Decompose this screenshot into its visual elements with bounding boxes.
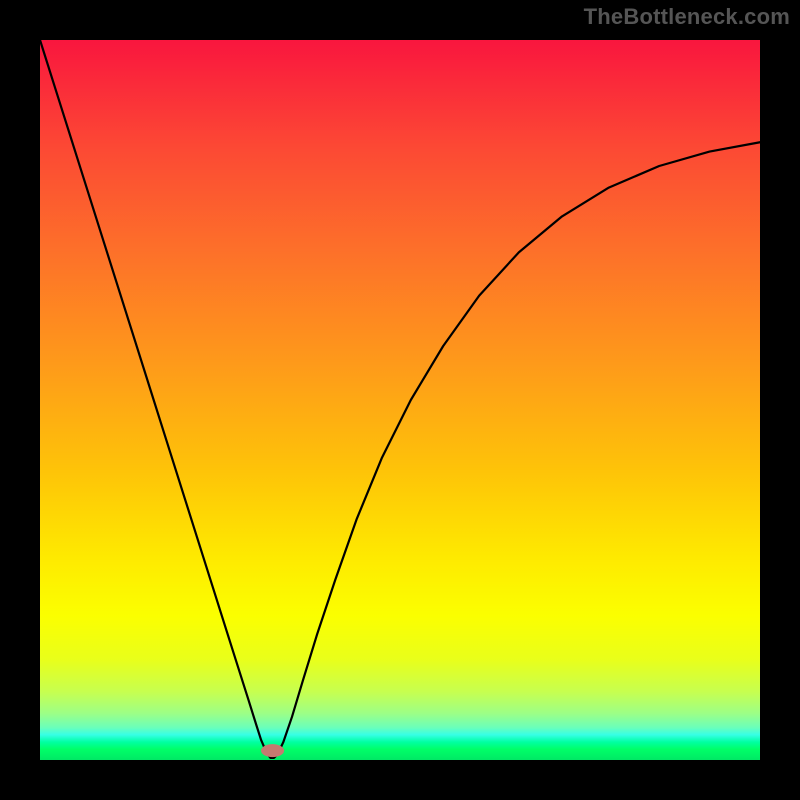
- chart-svg: [0, 0, 800, 800]
- plot-gradient-background: [40, 40, 760, 760]
- chart-container: TheBottleneck.com: [0, 0, 800, 800]
- watermark-text: TheBottleneck.com: [584, 4, 790, 30]
- marker-bottleneck_minimum: [261, 744, 284, 757]
